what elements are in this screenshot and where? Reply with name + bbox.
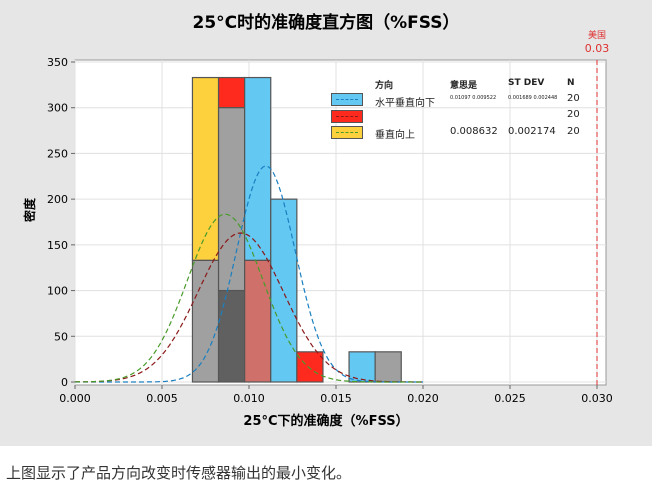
legend-mean-3: 0.008632 bbox=[450, 126, 498, 137]
histogram-bar bbox=[244, 76, 272, 262]
y-tick-label: 0 bbox=[61, 376, 68, 389]
legend-label-1: 水平垂直向下 bbox=[375, 98, 435, 109]
legend-n-1: 20 bbox=[567, 93, 580, 104]
histogram-bar bbox=[217, 76, 246, 109]
caption: 上图显示了产品方向改变时传感器输出的最小变化。 bbox=[6, 464, 352, 482]
y-tick-label: 350 bbox=[47, 56, 68, 69]
reference-line-label: 美国 bbox=[588, 29, 606, 41]
y-tick-label: 50 bbox=[54, 330, 68, 343]
density-curve bbox=[75, 232, 423, 383]
legend-swatch-red bbox=[331, 110, 363, 123]
x-tick-label: 0.020 bbox=[407, 392, 439, 405]
histogram-bar bbox=[191, 259, 220, 383]
histogram-bar bbox=[270, 198, 298, 383]
y-tick-label: 250 bbox=[47, 147, 68, 160]
legend-swatch-yellow bbox=[331, 126, 363, 139]
density-curve bbox=[75, 213, 423, 383]
y-axis-label: 密度 bbox=[22, 197, 37, 222]
legend-swatch-blue bbox=[331, 93, 363, 106]
y-tick-label: 200 bbox=[47, 193, 68, 206]
histogram-bar bbox=[374, 351, 402, 383]
histogram-bar bbox=[191, 76, 220, 262]
histogram-chart: 0.000 0.005 0.010 0.015 0.020 0.025 0.030 0 50 10… bbox=[22, 12, 613, 429]
y-tick-label: 300 bbox=[47, 102, 68, 115]
legend-mean-1: 0.01097 0.009522 bbox=[450, 95, 497, 101]
legend-header-mean: 意思是 bbox=[450, 81, 478, 91]
histogram-bar bbox=[217, 107, 246, 292]
histogram-bar bbox=[217, 289, 246, 383]
x-tick-label: 0.025 bbox=[494, 392, 526, 405]
x-tick-label: 0.010 bbox=[233, 392, 265, 405]
legend-n-3: 20 bbox=[567, 126, 580, 137]
x-tick-label: 0.000 bbox=[59, 392, 91, 405]
y-tick-label: 100 bbox=[47, 285, 68, 298]
histogram-bar bbox=[296, 351, 324, 383]
x-tick-label: 0.005 bbox=[146, 392, 178, 405]
chart-title: 25°C时的准确度直方图（%FSS） bbox=[192, 12, 459, 33]
legend-header-n: N bbox=[567, 78, 575, 88]
y-tick-label: 150 bbox=[47, 239, 68, 252]
x-tick-label: 0.030 bbox=[581, 392, 613, 405]
legend-header-stdev: ST DEV bbox=[508, 78, 545, 88]
legend-label-3: 垂直向上 bbox=[375, 130, 415, 141]
legend-sd-1: 0.001689 0.002448 bbox=[508, 95, 558, 101]
x-tick-label: 0.015 bbox=[320, 392, 352, 405]
reference-line-value: 0.03 bbox=[585, 42, 610, 55]
histogram-bar bbox=[244, 259, 272, 383]
legend-sd-3: 0.002174 bbox=[508, 126, 556, 137]
legend-header-direction: 方向 bbox=[375, 81, 394, 91]
x-axis-label: 25°C下的准确度（%FSS） bbox=[243, 413, 408, 429]
legend-n-2: 20 bbox=[567, 109, 580, 120]
